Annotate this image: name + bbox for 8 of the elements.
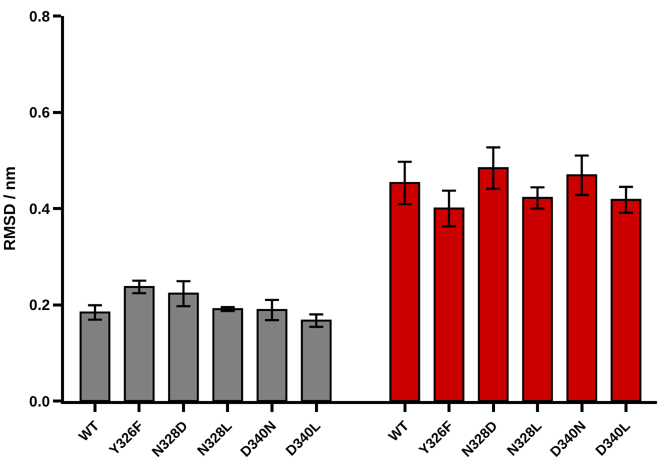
- y-tick-label: 0.2: [29, 297, 50, 314]
- y-tick-label: 0.4: [29, 200, 51, 218]
- x-tick-label: WT: [75, 417, 102, 444]
- x-tick-label: WT: [385, 417, 412, 444]
- y-tick-label: 0.0: [29, 393, 50, 410]
- y-tick-label: 0.6: [29, 104, 50, 122]
- y-axis-title: RMSD / nm: [2, 166, 20, 251]
- y-tick-label: 0.8: [29, 8, 50, 26]
